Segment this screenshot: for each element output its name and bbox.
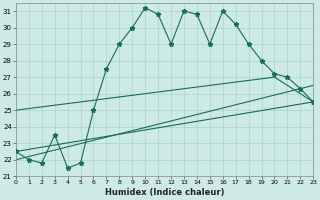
X-axis label: Humidex (Indice chaleur): Humidex (Indice chaleur) [105, 188, 224, 197]
